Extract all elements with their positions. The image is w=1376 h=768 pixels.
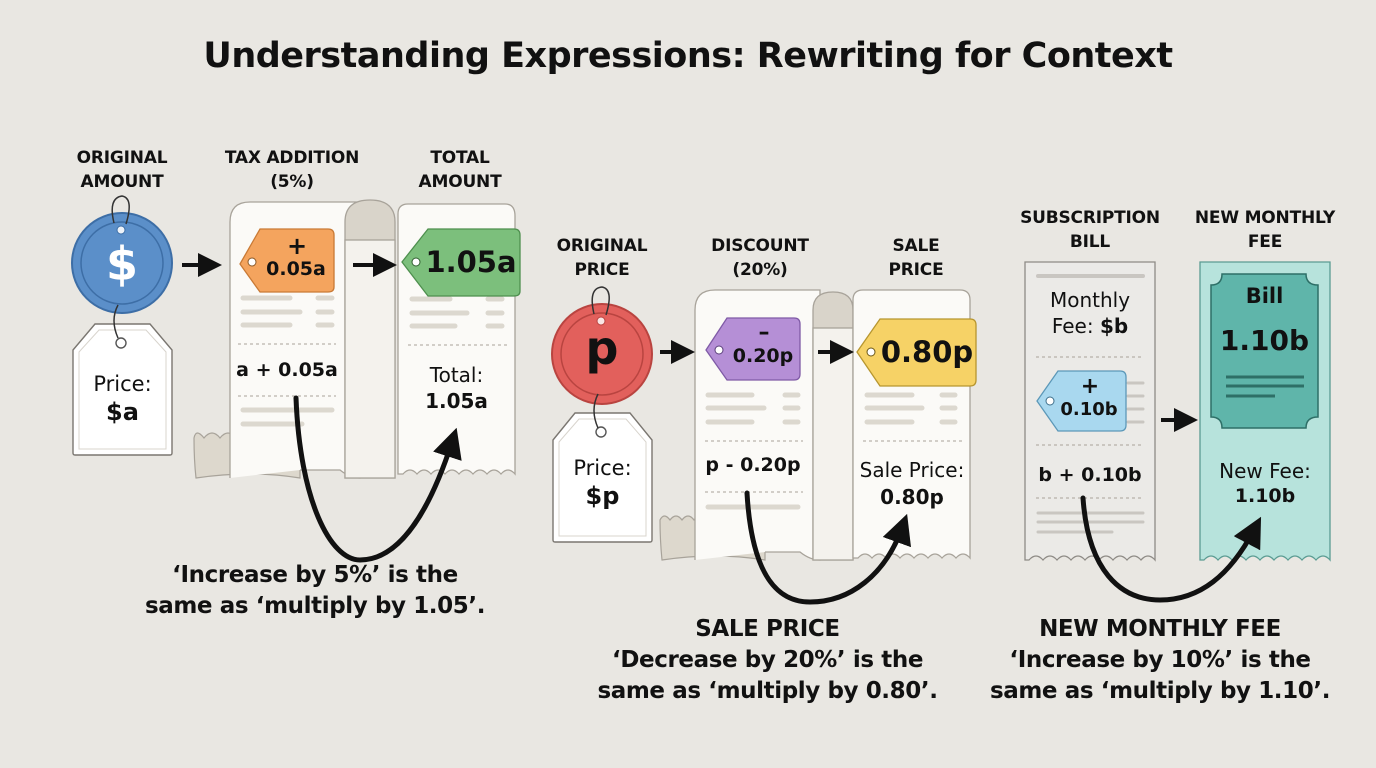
coin-symbol: $	[105, 237, 138, 291]
fee-expression: b + 0.10b	[1038, 464, 1142, 486]
discount-tag-value: 0.20p	[732, 345, 794, 367]
caption-subscription: NEW MONTHLY FEE ‘Increase by 10%’ is the…	[989, 616, 1331, 704]
label-new-monthly-fee: NEW MONTHLY FEE	[1194, 208, 1336, 252]
coin-symbol: p	[585, 321, 619, 375]
total-tag-green	[401, 228, 521, 297]
curved-arrow-icon	[1080, 495, 1262, 603]
sale-tag-value: 0.80p	[880, 335, 974, 369]
price-tag-label: Price:	[93, 372, 152, 396]
price-tag-value: $p	[585, 482, 620, 510]
fee-tag-value: 0.10b	[1060, 399, 1118, 420]
sale-receipt-label: Sale Price:	[859, 458, 965, 482]
label-discount: DISCOUNT (20%)	[711, 236, 809, 280]
fee-tag-sign: +	[1080, 374, 1100, 399]
caption-discount: SALE PRICE ‘Decrease by 20%’ is the same…	[597, 616, 938, 704]
label-subscription-bill: SUBSCRIPTION BILL	[1020, 208, 1160, 252]
fee-tag-blue	[1036, 370, 1127, 432]
tax-expression: a + 0.05a	[236, 359, 338, 381]
price-tag-label: Price:	[573, 456, 632, 480]
price-tag-p	[552, 412, 653, 543]
bill-value: 1.10b	[1219, 324, 1310, 357]
bill-ticket	[1210, 273, 1319, 429]
label-original-amount: ORIGINAL AMOUNT	[76, 148, 168, 192]
tax-tag-orange	[239, 228, 335, 293]
discount-tag-purple	[705, 317, 801, 381]
label-total-amount: TOTAL AMOUNT	[418, 148, 502, 192]
new-fee-label: New Fee:	[1219, 459, 1311, 483]
page-title: Understanding Expressions: Rewriting for…	[203, 36, 1173, 76]
price-tag-a	[72, 323, 173, 456]
dollar-coin-icon	[71, 212, 173, 314]
caption-tax: ‘Increase by 5%’ is the same as ‘multipl…	[144, 562, 486, 619]
tax-tag-sign: +	[286, 232, 308, 260]
total-receipt-value: 1.05a	[425, 389, 488, 413]
label-sale-price: SALE PRICE	[888, 236, 944, 280]
label-tax-addition: TAX ADDITION (5%)	[224, 148, 360, 192]
curved-arrow-icon	[293, 395, 462, 563]
discount-expression: p - 0.20p	[705, 454, 801, 476]
curved-arrow-icon	[744, 490, 911, 605]
discount-tag-sign: –	[758, 320, 770, 345]
total-receipt-label: Total:	[429, 363, 484, 387]
bill-receipt-label: Monthly	[1049, 288, 1131, 312]
total-tag-value: 1.05a	[425, 245, 517, 279]
tax-tag-value: 0.05a	[266, 258, 326, 280]
label-original-price: ORIGINAL PRICE	[556, 236, 648, 280]
bill-receipt-fee: Fee: $b	[1051, 314, 1129, 338]
sale-receipt-value: 0.80p	[880, 485, 944, 509]
bill-title: Bill	[1245, 284, 1284, 308]
new-fee-value: 1.10b	[1234, 485, 1296, 507]
price-tag-value: $a	[106, 398, 139, 426]
sale-tag-yellow	[856, 318, 977, 387]
p-coin-icon	[551, 303, 653, 405]
